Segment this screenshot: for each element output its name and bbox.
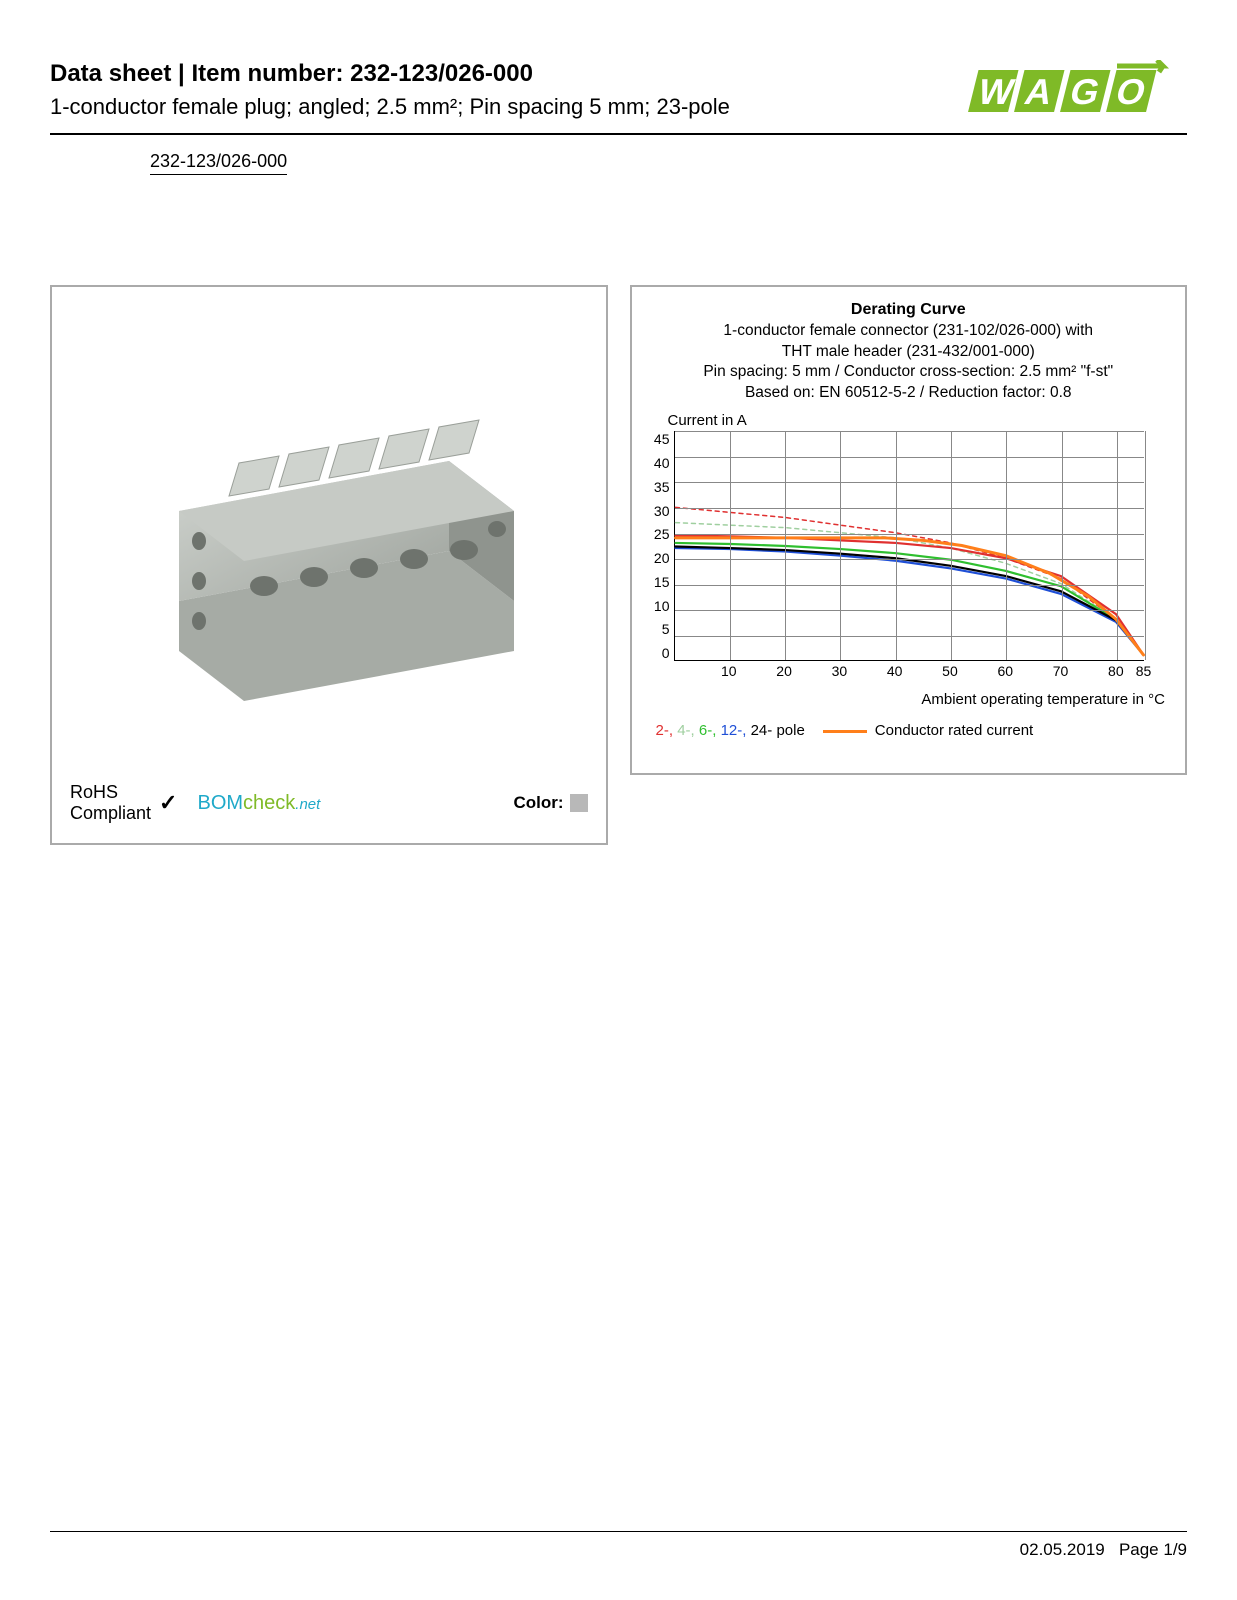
chart-panel: Derating Curve 1-conductor female connec… — [630, 285, 1188, 775]
y-ticks: 454035302520151050 — [646, 431, 674, 661]
chart-title: Derating Curve — [646, 299, 1172, 321]
rohs-compliant: RoHS Compliant ✓ — [70, 782, 177, 825]
chart-sub3: Pin spacing: 5 mm / Conductor cross-sect… — [646, 362, 1172, 383]
rohs-label: RoHS — [70, 782, 118, 802]
chart-sub1: 1-conductor female connector (231-102/02… — [646, 321, 1172, 342]
footer: 02.05.2019 Page 1/9 — [50, 1531, 1187, 1560]
color-swatch — [570, 794, 588, 812]
chart-area: 454035302520151050 — [646, 431, 1172, 661]
x-axis-title: Ambient operating temperature in °C — [646, 691, 1166, 708]
chart-sub2: THT male header (231-432/001-000) — [646, 342, 1172, 363]
page-title: Data sheet | Item number: 232-123/026-00… — [50, 60, 957, 88]
color-indicator: Color: — [513, 793, 587, 813]
footer-date: 02.05.2019 — [1020, 1540, 1105, 1559]
part-number-link[interactable]: 232-123/026-000 — [150, 151, 287, 175]
header: Data sheet | Item number: 232-123/026-00… — [50, 60, 1187, 135]
chart-titles: Derating Curve 1-conductor female connec… — [646, 299, 1172, 404]
title-label: Item number: — [191, 60, 343, 87]
footer-page: Page 1/9 — [1119, 1540, 1187, 1559]
color-label-text: Color: — [513, 793, 563, 813]
bomcheck-check: check — [243, 792, 295, 814]
plot-area — [674, 431, 1144, 661]
legend-rated-label: Conductor rated current — [875, 722, 1033, 739]
title-prefix: Data sheet — [50, 60, 171, 87]
product-panel: RoHS Compliant ✓ BOMcheck.net Color: — [50, 285, 608, 845]
bomcheck-bom: BOM — [197, 792, 243, 814]
title-sep: | — [171, 60, 191, 87]
wago-logo: W A G O — [957, 60, 1187, 125]
y-axis-title: Current in A — [668, 412, 1172, 429]
product-image — [66, 301, 592, 741]
panels: RoHS Compliant ✓ BOMcheck.net Color: Der… — [50, 285, 1187, 845]
header-text: Data sheet | Item number: 232-123/026-00… — [50, 60, 957, 120]
rohs-compliant-label: Compliant — [70, 803, 151, 823]
chart-sub4: Based on: EN 60512-5-2 / Reduction facto… — [646, 383, 1172, 404]
x-ticks: 102030405060708085 — [674, 663, 1144, 683]
legend-rated-line — [823, 730, 867, 733]
check-icon: ✓ — [159, 790, 177, 816]
legend: 2-, 4-, 6-, 12-, 24- pole Conductor rate… — [646, 722, 1172, 739]
bomcheck-logo: BOMcheck.net — [197, 792, 320, 815]
bomcheck-net: .net — [295, 796, 320, 813]
legend-poles: 2-, 4-, 6-, 12-, 24- pole — [656, 722, 805, 739]
legend-rated: Conductor rated current — [823, 722, 1033, 739]
compliance-row: RoHS Compliant ✓ BOMcheck.net Color: — [70, 782, 588, 825]
page-subtitle: 1-conductor female plug; angled; 2.5 mm²… — [50, 94, 957, 120]
title-item-number: 232-123/026-000 — [350, 60, 533, 87]
